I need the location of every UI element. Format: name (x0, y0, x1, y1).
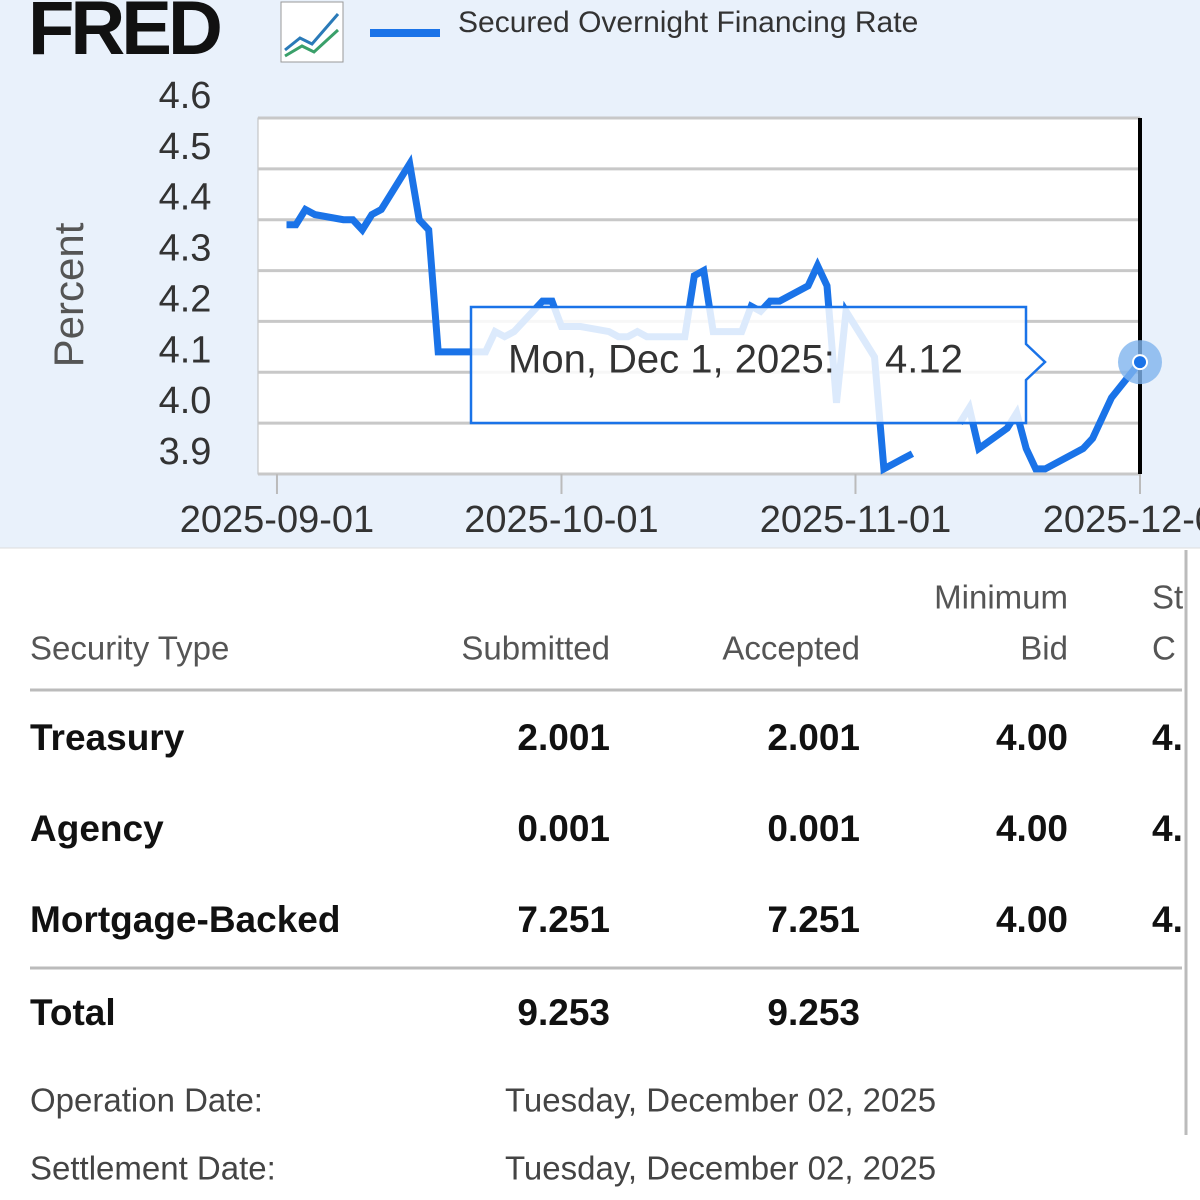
column-header: Security Type (30, 630, 229, 667)
y-tick-label: 4.1 (159, 329, 212, 371)
column-header: Accepted (722, 630, 860, 667)
y-tick-label: 3.9 (159, 431, 212, 473)
column-header: C (1152, 630, 1176, 667)
column-header: Submitted (461, 630, 610, 667)
tooltip-value: 4.12 (885, 338, 963, 382)
table-cell: 4.00 (996, 808, 1068, 849)
table-cell: 4. (1152, 808, 1183, 849)
column-header: St (1152, 579, 1183, 616)
y-tick-label: 4.3 (159, 228, 212, 270)
table-cell: 0.001 (517, 808, 610, 849)
legend-label: Secured Overnight Financing Rate (458, 6, 918, 39)
footer-value: Tuesday, December 02, 2025 (505, 1150, 936, 1187)
table-cell: 7.251 (767, 899, 860, 940)
table-cell: Mortgage-Backed (30, 899, 340, 940)
table-cell: 4.00 (996, 899, 1068, 940)
footer-label: Operation Date: (30, 1082, 263, 1119)
y-tick-label: 4.4 (159, 177, 212, 219)
table-cell: 4. (1152, 717, 1183, 758)
hover-dot (1132, 354, 1148, 371)
total-cell: 9.253 (767, 992, 860, 1033)
column-header: Bid (1020, 630, 1068, 667)
table-cell: 4.00 (996, 717, 1068, 758)
table-cell: 7.251 (517, 899, 610, 940)
logo-icon-line (284, 13, 340, 52)
footer-label: Settlement Date: (30, 1150, 276, 1187)
table-cell: 2.001 (767, 717, 860, 758)
footer-value: Tuesday, December 02, 2025 (505, 1082, 936, 1119)
y-tick-label: 4.2 (159, 278, 212, 320)
table-cell: 4. (1152, 899, 1183, 940)
x-tick-label: 2025-12-01 (1043, 499, 1200, 541)
table-cell: Treasury (30, 717, 185, 758)
table-cell: 0.001 (767, 808, 860, 849)
y-tick-label: 4.5 (159, 126, 212, 168)
logo: FRED (28, 0, 220, 71)
y-tick-label: 4.6 (159, 75, 212, 117)
x-tick-label: 2025-09-01 (180, 499, 374, 541)
logo-icon-line (284, 28, 340, 58)
total-cell: Total (30, 992, 116, 1033)
x-tick-label: 2025-10-01 (464, 499, 658, 541)
tooltip-date: Mon, Dec 1, 2025: (508, 338, 835, 382)
table-cell: Agency (30, 808, 164, 849)
y-axis-label: Percent (45, 222, 92, 367)
tooltip-box (469, 305, 1047, 425)
table-cell: 2.001 (517, 717, 610, 758)
y-tick-label: 4.0 (159, 380, 212, 422)
column-header: Minimum (934, 579, 1068, 616)
x-tick-label: 2025-11-01 (760, 499, 952, 541)
total-cell: 9.253 (517, 992, 610, 1033)
